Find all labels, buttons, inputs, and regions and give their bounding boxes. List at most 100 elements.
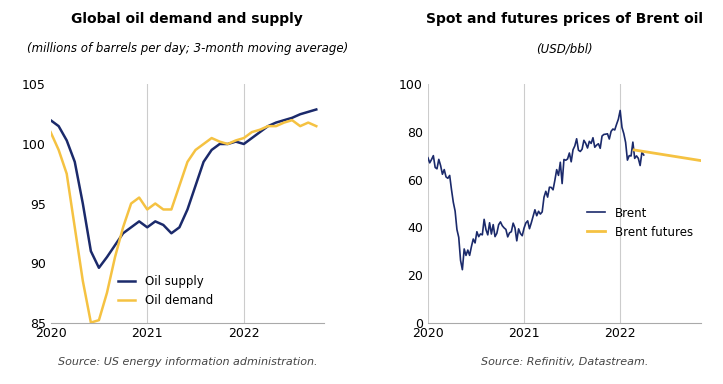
Brent bbox=[574, 148, 583, 152]
Oil demand bbox=[191, 147, 200, 152]
Oil supply bbox=[143, 225, 152, 230]
Brent bbox=[545, 185, 554, 190]
Oil supply bbox=[256, 130, 265, 134]
Brent bbox=[616, 108, 625, 113]
Oil demand bbox=[62, 171, 71, 176]
Legend: Oil supply, Oil demand: Oil supply, Oil demand bbox=[118, 275, 213, 307]
Oil supply bbox=[70, 159, 79, 164]
Oil supply bbox=[87, 249, 95, 253]
Oil demand bbox=[231, 138, 240, 143]
Oil demand bbox=[143, 207, 152, 212]
Brent futures bbox=[688, 157, 696, 161]
Oil supply bbox=[312, 107, 320, 112]
Oil demand bbox=[256, 127, 265, 132]
Brent futures bbox=[630, 148, 638, 152]
Brent futures bbox=[697, 158, 706, 163]
Legend: Brent, Brent futures: Brent, Brent futures bbox=[587, 207, 693, 238]
Oil demand bbox=[159, 207, 168, 212]
Oil supply bbox=[54, 124, 63, 128]
Oil supply bbox=[296, 112, 304, 116]
Oil supply bbox=[62, 138, 71, 143]
Brent futures bbox=[639, 149, 648, 154]
Brent futures bbox=[668, 154, 677, 158]
Oil supply bbox=[239, 142, 248, 146]
Brent futures bbox=[692, 157, 701, 162]
Oil demand bbox=[79, 278, 87, 283]
Oil supply bbox=[79, 201, 87, 206]
Oil demand bbox=[70, 225, 79, 230]
Brent bbox=[639, 153, 648, 157]
Oil demand bbox=[175, 183, 184, 188]
Oil demand bbox=[304, 120, 312, 125]
Text: (USD/bbl): (USD/bbl) bbox=[536, 42, 593, 55]
Brent bbox=[636, 163, 644, 168]
Oil demand bbox=[103, 290, 111, 295]
Oil supply bbox=[127, 225, 135, 230]
Oil demand bbox=[264, 124, 273, 128]
Brent bbox=[471, 241, 479, 245]
Oil supply bbox=[191, 183, 200, 188]
Oil demand bbox=[200, 142, 208, 146]
Line: Brent: Brent bbox=[428, 111, 643, 270]
Oil demand bbox=[167, 207, 176, 212]
Oil supply bbox=[200, 159, 208, 164]
Oil supply bbox=[280, 118, 288, 122]
Brent futures bbox=[644, 150, 653, 154]
Oil demand bbox=[239, 136, 248, 140]
Oil demand bbox=[54, 147, 63, 152]
Oil demand bbox=[288, 118, 296, 122]
Brent bbox=[596, 146, 604, 151]
Oil supply bbox=[272, 120, 281, 125]
Brent futures bbox=[673, 154, 682, 159]
Oil demand bbox=[312, 124, 320, 128]
Text: Spot and futures prices of Brent oil: Spot and futures prices of Brent oil bbox=[426, 12, 703, 25]
Oil supply bbox=[167, 231, 176, 235]
Oil supply bbox=[95, 265, 103, 270]
Oil demand bbox=[87, 320, 95, 325]
Oil demand bbox=[134, 195, 143, 200]
Oil demand bbox=[247, 130, 256, 134]
Oil supply bbox=[247, 136, 256, 140]
Text: Global oil demand and supply: Global oil demand and supply bbox=[72, 12, 303, 25]
Line: Brent futures: Brent futures bbox=[634, 150, 701, 161]
Text: Source: US energy information administration.: Source: US energy information administra… bbox=[58, 357, 317, 367]
Brent bbox=[424, 156, 432, 160]
Brent futures bbox=[635, 148, 643, 153]
Oil demand bbox=[111, 255, 119, 260]
Oil supply bbox=[151, 219, 160, 223]
Oil supply bbox=[288, 116, 296, 120]
Oil supply bbox=[231, 139, 240, 144]
Oil demand bbox=[119, 225, 127, 230]
Oil supply bbox=[183, 207, 192, 212]
Oil demand bbox=[46, 130, 55, 134]
Oil supply bbox=[134, 219, 143, 223]
Oil supply bbox=[215, 142, 224, 146]
Oil supply bbox=[223, 142, 232, 146]
Oil demand bbox=[183, 159, 192, 164]
Oil demand bbox=[296, 124, 304, 128]
Oil supply bbox=[208, 147, 216, 152]
Line: Oil demand: Oil demand bbox=[51, 120, 316, 323]
Oil supply bbox=[304, 109, 312, 114]
Oil demand bbox=[127, 201, 135, 206]
Oil demand bbox=[208, 136, 216, 140]
Brent bbox=[458, 267, 467, 272]
Oil supply bbox=[159, 223, 168, 227]
Oil supply bbox=[103, 255, 111, 260]
Oil supply bbox=[175, 225, 184, 230]
Brent futures bbox=[654, 151, 662, 156]
Oil supply bbox=[46, 118, 55, 122]
Brent futures bbox=[659, 152, 667, 157]
Brent futures bbox=[683, 156, 691, 161]
Oil demand bbox=[151, 201, 160, 206]
Brent futures bbox=[649, 151, 658, 155]
Brent bbox=[484, 233, 492, 237]
Oil demand bbox=[280, 120, 288, 125]
Oil supply bbox=[119, 231, 127, 235]
Brent futures bbox=[677, 155, 686, 160]
Brent futures bbox=[664, 153, 672, 157]
Text: (millions of barrels per day; 3-month moving average): (millions of barrels per day; 3-month mo… bbox=[27, 42, 348, 55]
Oil demand bbox=[272, 124, 281, 128]
Oil demand bbox=[215, 139, 224, 144]
Oil supply bbox=[264, 124, 273, 128]
